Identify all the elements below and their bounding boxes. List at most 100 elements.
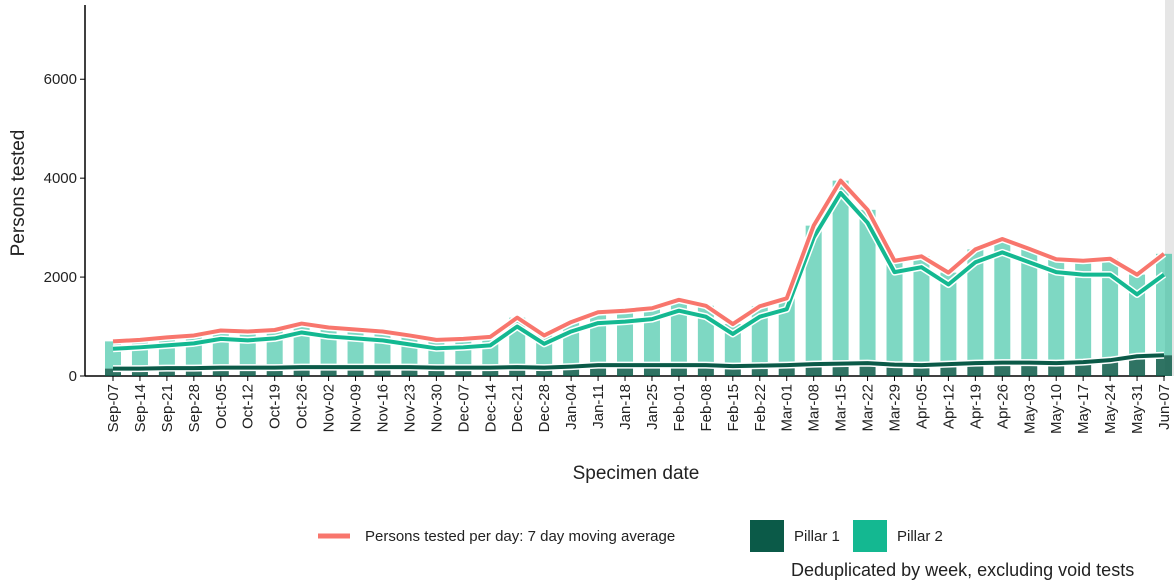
x-tick-label: Mar-01 — [779, 384, 796, 432]
x-tick-label: Jan-04 — [563, 384, 580, 430]
bar — [1102, 360, 1119, 376]
bar — [536, 367, 553, 376]
bar — [1048, 259, 1065, 364]
line — [112, 191, 1166, 351]
y-tick-label: 2000 — [44, 269, 77, 286]
x-tick-label: May-03 — [1021, 384, 1038, 434]
bar — [428, 367, 445, 376]
bar — [1102, 258, 1119, 361]
bar — [913, 256, 930, 366]
x-tick-label: Apr-12 — [940, 384, 957, 429]
x-tick-label: Sep-21 — [159, 384, 176, 432]
bar — [994, 238, 1011, 363]
bar — [751, 365, 768, 376]
x-tick-label: Jan-18 — [617, 384, 634, 430]
bar — [239, 367, 256, 376]
line — [113, 353, 1165, 371]
bar — [509, 367, 526, 376]
bar — [670, 365, 687, 376]
x-tick-label: Feb-08 — [698, 384, 715, 432]
x-tick-label: Mar-15 — [833, 384, 850, 432]
x-tick-label: Apr-05 — [913, 384, 930, 429]
bar — [913, 365, 930, 376]
x-tick-label: Mar-08 — [806, 384, 823, 432]
bar — [697, 365, 714, 376]
line — [112, 178, 1166, 344]
bar — [940, 272, 957, 365]
bar — [886, 364, 903, 376]
legend-label: Pillar 2 — [897, 528, 943, 545]
x-tick-label: Dec-21 — [509, 384, 526, 432]
legend-swatch — [750, 520, 784, 552]
bar — [401, 367, 418, 376]
bar — [563, 366, 580, 376]
bar — [670, 299, 687, 366]
x-tick-label: May-31 — [1129, 384, 1146, 434]
bar — [859, 209, 876, 364]
bar — [1156, 253, 1172, 356]
x-tick-label: Apr-26 — [994, 384, 1011, 429]
bar — [293, 367, 310, 376]
bar — [643, 365, 660, 376]
x-tick-label: Sep-14 — [132, 384, 149, 432]
bar — [266, 367, 283, 376]
bar — [832, 180, 849, 364]
x-tick-label: Feb-01 — [671, 384, 688, 432]
bar — [940, 364, 957, 376]
bar — [455, 367, 472, 376]
bar — [617, 365, 634, 376]
x-tick-label: Nov-16 — [374, 384, 391, 432]
bar — [805, 225, 822, 365]
legend-swatch — [853, 520, 887, 552]
x-tick-label: Dec-07 — [455, 384, 472, 432]
x-tick-label: Mar-22 — [860, 384, 877, 432]
x-tick-label: Nov-02 — [321, 384, 338, 432]
x-tick-label: Dec-28 — [536, 384, 553, 432]
x-tick-label: Feb-15 — [725, 384, 742, 432]
bar — [212, 367, 229, 376]
bar — [455, 338, 472, 368]
x-tick-label: Feb-22 — [752, 384, 769, 432]
bar — [1021, 248, 1038, 363]
x-tick-label: Nov-09 — [348, 384, 365, 432]
y-tick-label: 0 — [69, 368, 77, 385]
x-tick-label: Oct-26 — [294, 384, 311, 429]
x-tick-label: Apr-19 — [967, 384, 984, 429]
x-tick-label: Oct-05 — [213, 384, 230, 429]
x-tick-label: Nov-30 — [428, 384, 445, 432]
x-tick-label: May-24 — [1102, 384, 1119, 434]
bar — [590, 365, 607, 376]
bar — [886, 260, 903, 365]
x-tick-label: Nov-23 — [401, 384, 418, 432]
footnote: Deduplicated by week, excluding void tes… — [791, 560, 1134, 580]
bar — [158, 368, 175, 376]
shaded-region — [1165, 0, 1174, 376]
x-tick-label: Sep-07 — [105, 384, 122, 432]
bar — [724, 366, 741, 376]
bar — [185, 368, 202, 376]
bar — [131, 368, 148, 376]
x-tick-label: Jan-11 — [590, 384, 607, 429]
bar — [374, 367, 391, 376]
x-tick-label: Oct-19 — [267, 384, 284, 429]
bar — [967, 249, 984, 364]
x-tick-label: Mar-29 — [887, 384, 904, 432]
y-tick-label: 6000 — [44, 71, 77, 88]
x-tick-label: Oct-12 — [240, 384, 257, 429]
bar — [482, 367, 499, 376]
legend-label: Persons tested per day: 7 day moving ave… — [365, 528, 675, 545]
x-tick-label: Jun-07 — [1156, 384, 1173, 430]
x-tick-label: Sep-28 — [186, 384, 203, 432]
bar — [1075, 260, 1092, 363]
legend-label: Pillar 1 — [794, 528, 840, 545]
y-tick-label: 4000 — [44, 170, 77, 187]
x-tick-label: Jan-25 — [644, 384, 661, 430]
bar — [778, 365, 795, 376]
bar — [347, 367, 364, 376]
bar — [1129, 356, 1146, 376]
x-axis-title: Specimen date — [573, 463, 700, 484]
x-tick-label: May-17 — [1075, 384, 1092, 434]
bar — [778, 298, 795, 366]
bar — [1156, 355, 1172, 376]
